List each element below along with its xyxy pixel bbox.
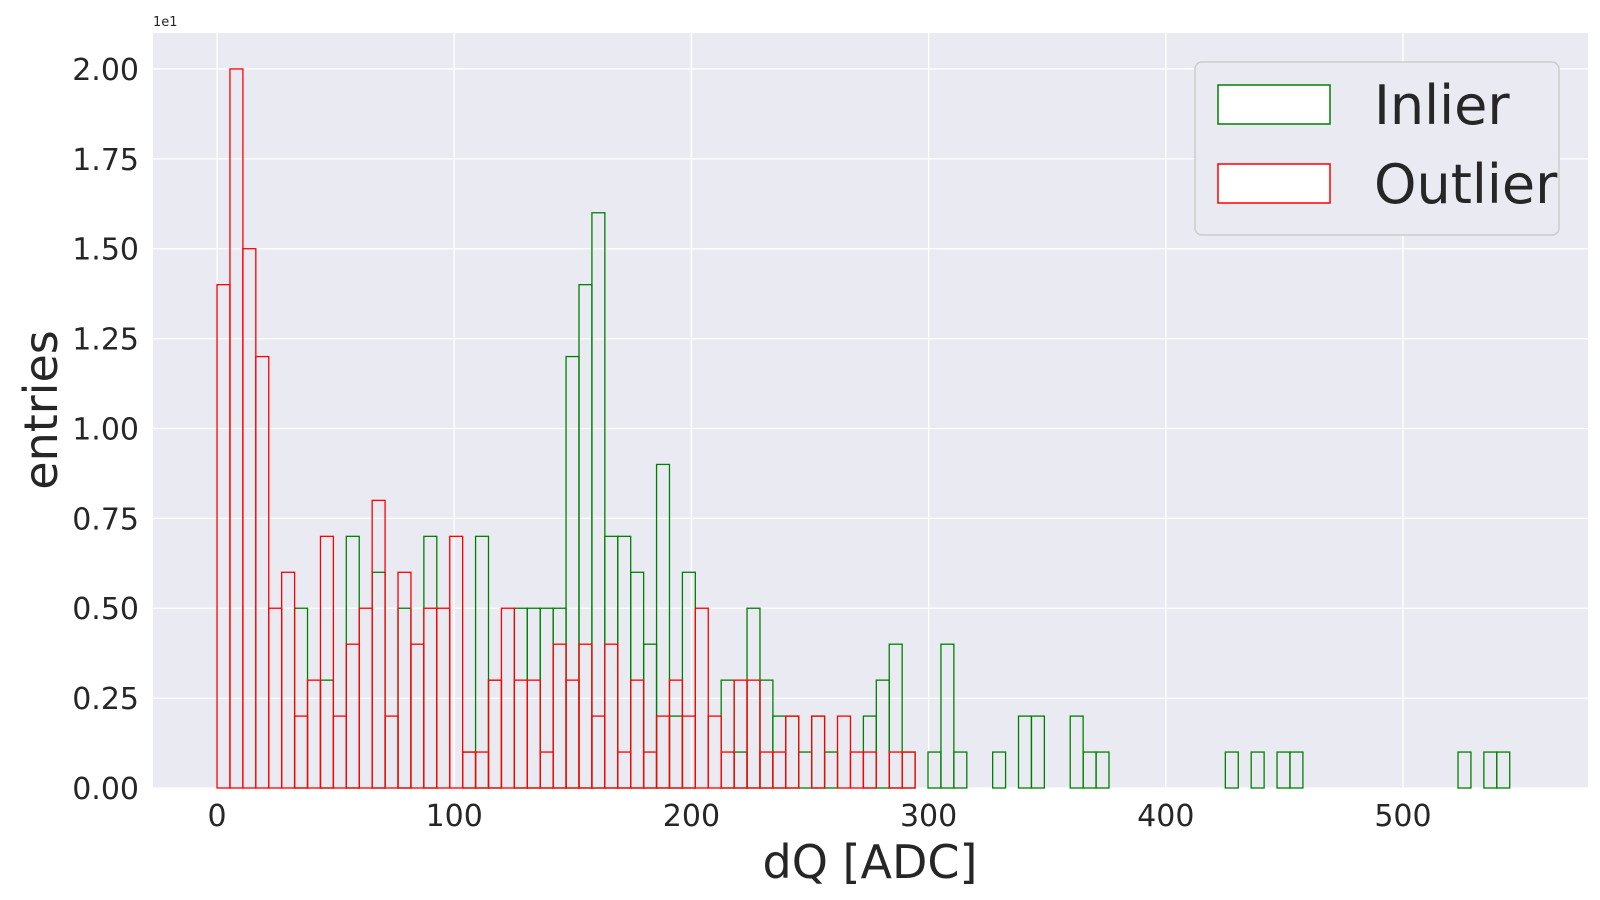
- inlier-bar: [940, 643, 955, 789]
- x-tick-label: 0: [207, 799, 226, 834]
- y-tick-label: 1.50: [72, 233, 139, 268]
- inlier-bar: [1224, 751, 1239, 789]
- x-tick-label: 200: [663, 799, 720, 834]
- y-tick-label: 0.00: [72, 772, 139, 807]
- x-tick-label: 300: [900, 799, 957, 834]
- outlier-bar: [319, 535, 335, 789]
- legend: Inlier Outlier: [1194, 61, 1560, 236]
- inlier-bar: [1457, 751, 1472, 789]
- y-offset-label: 1e1: [153, 15, 178, 30]
- legend-swatch-outlier: [1217, 163, 1331, 204]
- inlier-bar: [1030, 715, 1046, 789]
- inlier-bar: [992, 751, 1007, 789]
- inlier-bar: [1289, 751, 1304, 789]
- outlier-bar: [694, 607, 709, 789]
- outlier-bar: [746, 679, 761, 789]
- y-tick-label: 0.25: [72, 682, 139, 717]
- legend-swatch-inlier: [1217, 84, 1331, 125]
- inlier-bar: [1095, 751, 1110, 789]
- outlier-bar: [371, 499, 386, 789]
- y-tick-label: 0.75: [72, 502, 139, 537]
- outlier-bar: [604, 643, 619, 789]
- outlier-bar: [901, 751, 916, 789]
- outlier-series: [216, 68, 916, 789]
- legend-label-inlier: Inlier: [1374, 74, 1510, 137]
- outlier-bar: [449, 535, 464, 789]
- x-tick-label: 400: [1137, 799, 1194, 834]
- outlier-bar: [811, 715, 826, 789]
- inlier-bar: [1496, 751, 1511, 789]
- grid: [153, 33, 1588, 789]
- outlier-bar: [862, 751, 877, 789]
- y-axis-ticks: 0.00 0.25 0.50 0.75 1.00 1.25 1.50 1.75 2.00: [72, 53, 139, 807]
- y-tick-label: 2.00: [72, 53, 139, 88]
- inlier-bar: [1250, 751, 1265, 789]
- x-axis-title: dQ [ADC]: [763, 835, 978, 889]
- y-axis-title: entries: [14, 330, 68, 489]
- outlier-bar: [255, 355, 270, 789]
- y-tick-label: 0.50: [72, 592, 139, 627]
- x-tick-label: 500: [1374, 799, 1431, 834]
- x-tick-label: 100: [426, 799, 483, 834]
- y-tick-label: 1.75: [72, 143, 139, 178]
- outlier-bar: [785, 715, 800, 789]
- inlier-bar: [953, 751, 968, 789]
- x-axis-ticks: 0 100 200 300 400 500: [207, 799, 1431, 834]
- y-tick-label: 1.00: [72, 412, 139, 447]
- outlier-bar: [630, 679, 645, 789]
- outlier-bar: [526, 679, 541, 789]
- legend-label-outlier: Outlier: [1374, 153, 1558, 216]
- y-tick-label: 1.25: [72, 323, 139, 358]
- outlier-bar: [281, 571, 296, 789]
